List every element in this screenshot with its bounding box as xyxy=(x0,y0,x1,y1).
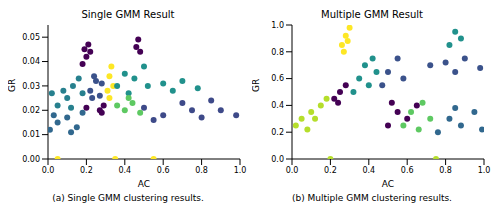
svg-text:0.8: 0.8 xyxy=(439,166,452,175)
svg-text:0.2: 0.2 xyxy=(80,166,93,175)
svg-text:0.05: 0.05 xyxy=(22,33,40,42)
svg-text:GR: GR xyxy=(252,79,261,92)
svg-text:AC: AC xyxy=(382,179,394,189)
svg-text:0.6: 0.6 xyxy=(401,166,414,175)
svg-text:0.6: 0.6 xyxy=(157,166,170,175)
svg-text:GR: GR xyxy=(8,79,17,92)
svg-text:0.8: 0.8 xyxy=(271,48,284,57)
html-text:Single GMM Result: Single GMM Result xyxy=(81,9,175,20)
svg-text:0.0: 0.0 xyxy=(286,166,299,175)
svg-text:0.8: 0.8 xyxy=(195,166,208,175)
svg-text:0.4: 0.4 xyxy=(362,166,375,175)
svg-text:0.0: 0.0 xyxy=(42,166,55,175)
svg-text:0.02: 0.02 xyxy=(22,106,40,115)
svg-text:0.00: 0.00 xyxy=(22,155,40,164)
svg-text:1.0: 1.0 xyxy=(234,166,247,175)
svg-text:1.0: 1.0 xyxy=(271,21,284,30)
svg-text:1.0: 1.0 xyxy=(478,166,491,175)
svg-text:AC: AC xyxy=(138,179,150,189)
html-text:(a) Single GMM clustering resu: (a) Single GMM clustering results. xyxy=(52,193,204,203)
svg-text:0.4: 0.4 xyxy=(271,101,284,110)
svg-text:0.2: 0.2 xyxy=(271,128,284,137)
html-text:(b) Multiple GMM clustering re: (b) Multiple GMM clustering results. xyxy=(292,193,452,203)
svg-text:0.03: 0.03 xyxy=(22,82,40,91)
svg-text:0.0: 0.0 xyxy=(271,155,284,164)
svg-text:0.01: 0.01 xyxy=(22,130,40,139)
html-text:Multiple GMM Result: Multiple GMM Result xyxy=(321,9,423,20)
svg-text:0.2: 0.2 xyxy=(324,166,337,175)
svg-text:0.4: 0.4 xyxy=(118,166,131,175)
svg-text:0.04: 0.04 xyxy=(22,57,40,66)
svg-text:0.6: 0.6 xyxy=(271,74,284,83)
